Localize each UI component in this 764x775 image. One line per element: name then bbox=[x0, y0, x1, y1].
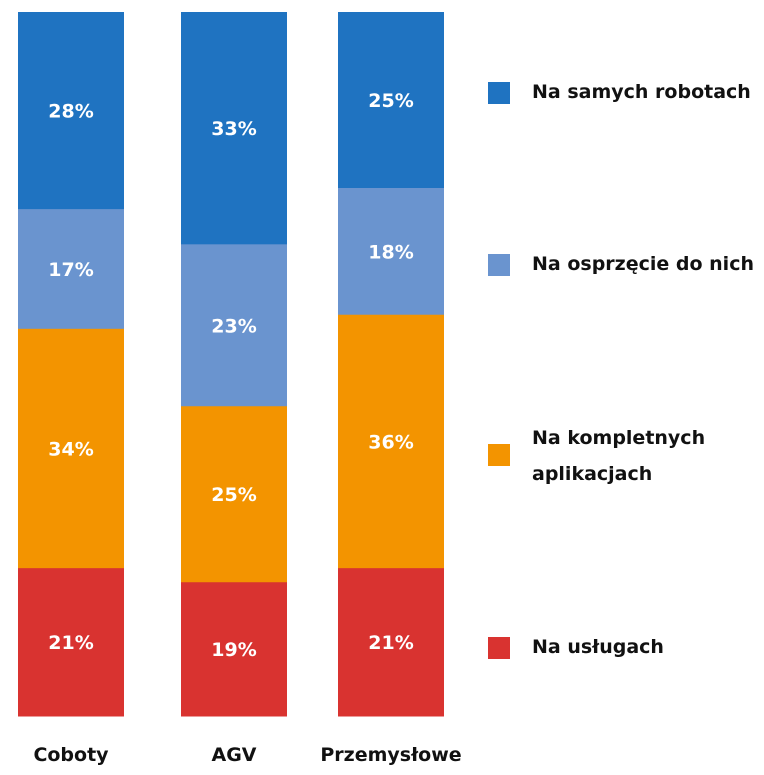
data-label-agv-2: 23% bbox=[211, 315, 256, 337]
data-label-coboty-3: 34% bbox=[48, 438, 93, 460]
legend-swatch-services bbox=[488, 637, 510, 659]
bar-segment-coboty-3 bbox=[18, 328, 124, 569]
data-label-coboty-2: 17% bbox=[48, 259, 93, 281]
data-label-przemyslowe-4: 21% bbox=[368, 632, 413, 654]
data-label-przemyslowe-1: 25% bbox=[368, 90, 413, 112]
bar-segment-coboty-1 bbox=[18, 12, 124, 210]
data-label-coboty-4: 21% bbox=[48, 632, 93, 654]
category-label-agv: AGV bbox=[211, 744, 256, 766]
bar-segment-przemyslowe-4 bbox=[338, 568, 444, 717]
bar-segment-przemyslowe-3 bbox=[338, 314, 444, 569]
data-label-agv-1: 33% bbox=[211, 118, 256, 140]
bar-segment-agv-4 bbox=[181, 582, 287, 717]
legend-label-robots: Na samych robotach bbox=[532, 81, 751, 103]
legend-label-accessories: Na osprzęcie do nich bbox=[532, 253, 754, 275]
bar-segment-coboty-4 bbox=[18, 568, 124, 717]
data-label-przemyslowe-2: 18% bbox=[368, 241, 413, 263]
bar-segment-agv-2 bbox=[181, 244, 287, 407]
bar-segment-przemyslowe-1 bbox=[338, 12, 444, 189]
data-label-agv-4: 19% bbox=[211, 639, 256, 661]
legend-swatch-robots bbox=[488, 82, 510, 104]
data-label-coboty-1: 28% bbox=[48, 101, 93, 123]
legend-label-services: Na usługach bbox=[532, 636, 664, 658]
bar-segment-przemyslowe-2 bbox=[338, 188, 444, 316]
legend-label-applications: Na kompletnych aplikacjach bbox=[532, 427, 706, 485]
legend-swatch-accessories bbox=[488, 254, 510, 276]
data-label-przemyslowe-3: 36% bbox=[368, 431, 413, 453]
bar-segment-agv-1 bbox=[181, 12, 287, 245]
category-label-przemyslowe: Przemysłowe bbox=[320, 744, 461, 766]
data-label-agv-3: 25% bbox=[211, 484, 256, 506]
bar-segment-coboty-2 bbox=[18, 209, 124, 330]
bar-segment-agv-3 bbox=[181, 406, 287, 583]
legend-swatch-applications bbox=[488, 444, 510, 466]
category-label-coboty: Coboty bbox=[33, 744, 109, 766]
